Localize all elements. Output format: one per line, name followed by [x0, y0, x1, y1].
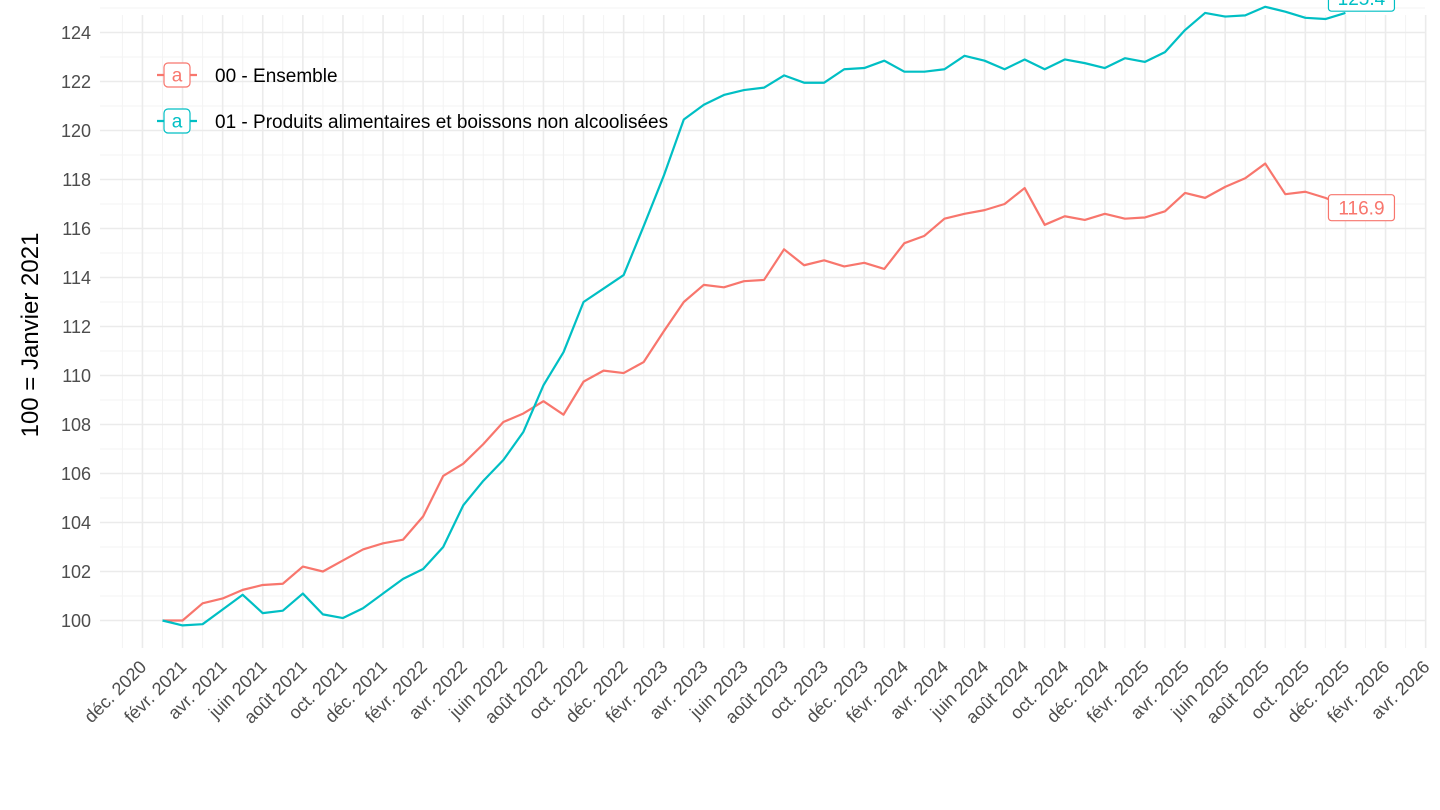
legend: a 00 - Ensemble a 01 - Produits alimentaire…: [157, 62, 668, 134]
y-tick-label: 122: [61, 72, 91, 92]
y-tick-label: 110: [62, 366, 91, 386]
y-tick-label: 108: [61, 415, 91, 435]
y-tick-label: 124: [61, 23, 91, 43]
y-tick-label: 100: [61, 611, 91, 631]
series-line: [162, 5, 1346, 627]
y-tick-label: 116: [62, 219, 91, 239]
y-tick-label: 118: [62, 170, 91, 190]
legend-label: 01 - Produits alimentaires et boissons n…: [215, 112, 668, 133]
legend-key-box: [163, 62, 191, 88]
y-tick-label: 102: [61, 562, 91, 582]
end-label-box: [1327, 0, 1396, 12]
series-line: [162, 162, 1346, 622]
y-tick-label: 104: [61, 513, 91, 533]
end-labels: 116.9 125.4: [1327, 0, 1396, 222]
end-label: 125.4: [1338, 0, 1386, 10]
y-tick-label: 120: [61, 121, 91, 141]
y-tick-label: 114: [62, 268, 91, 288]
y-tick-label: 112: [62, 317, 91, 337]
grid-major: [100, 15, 1427, 648]
legend-label: 00 - Ensemble: [215, 66, 338, 87]
end-label-box: [1327, 194, 1396, 222]
y-axis-title: 100 = Janvier 2021: [17, 233, 44, 438]
y-axis-ticks: 1001021041061081101121141161181201221241…: [61, 23, 91, 631]
grid-minor: [100, 7, 1425, 648]
series-lines: [162, 5, 1346, 627]
y-tick-label: 106: [61, 464, 91, 484]
legend-key-box: [163, 108, 191, 134]
legend-key-glyph: a: [172, 112, 183, 133]
end-label: 116.9: [1338, 199, 1384, 220]
legend-key-glyph: a: [172, 66, 183, 87]
